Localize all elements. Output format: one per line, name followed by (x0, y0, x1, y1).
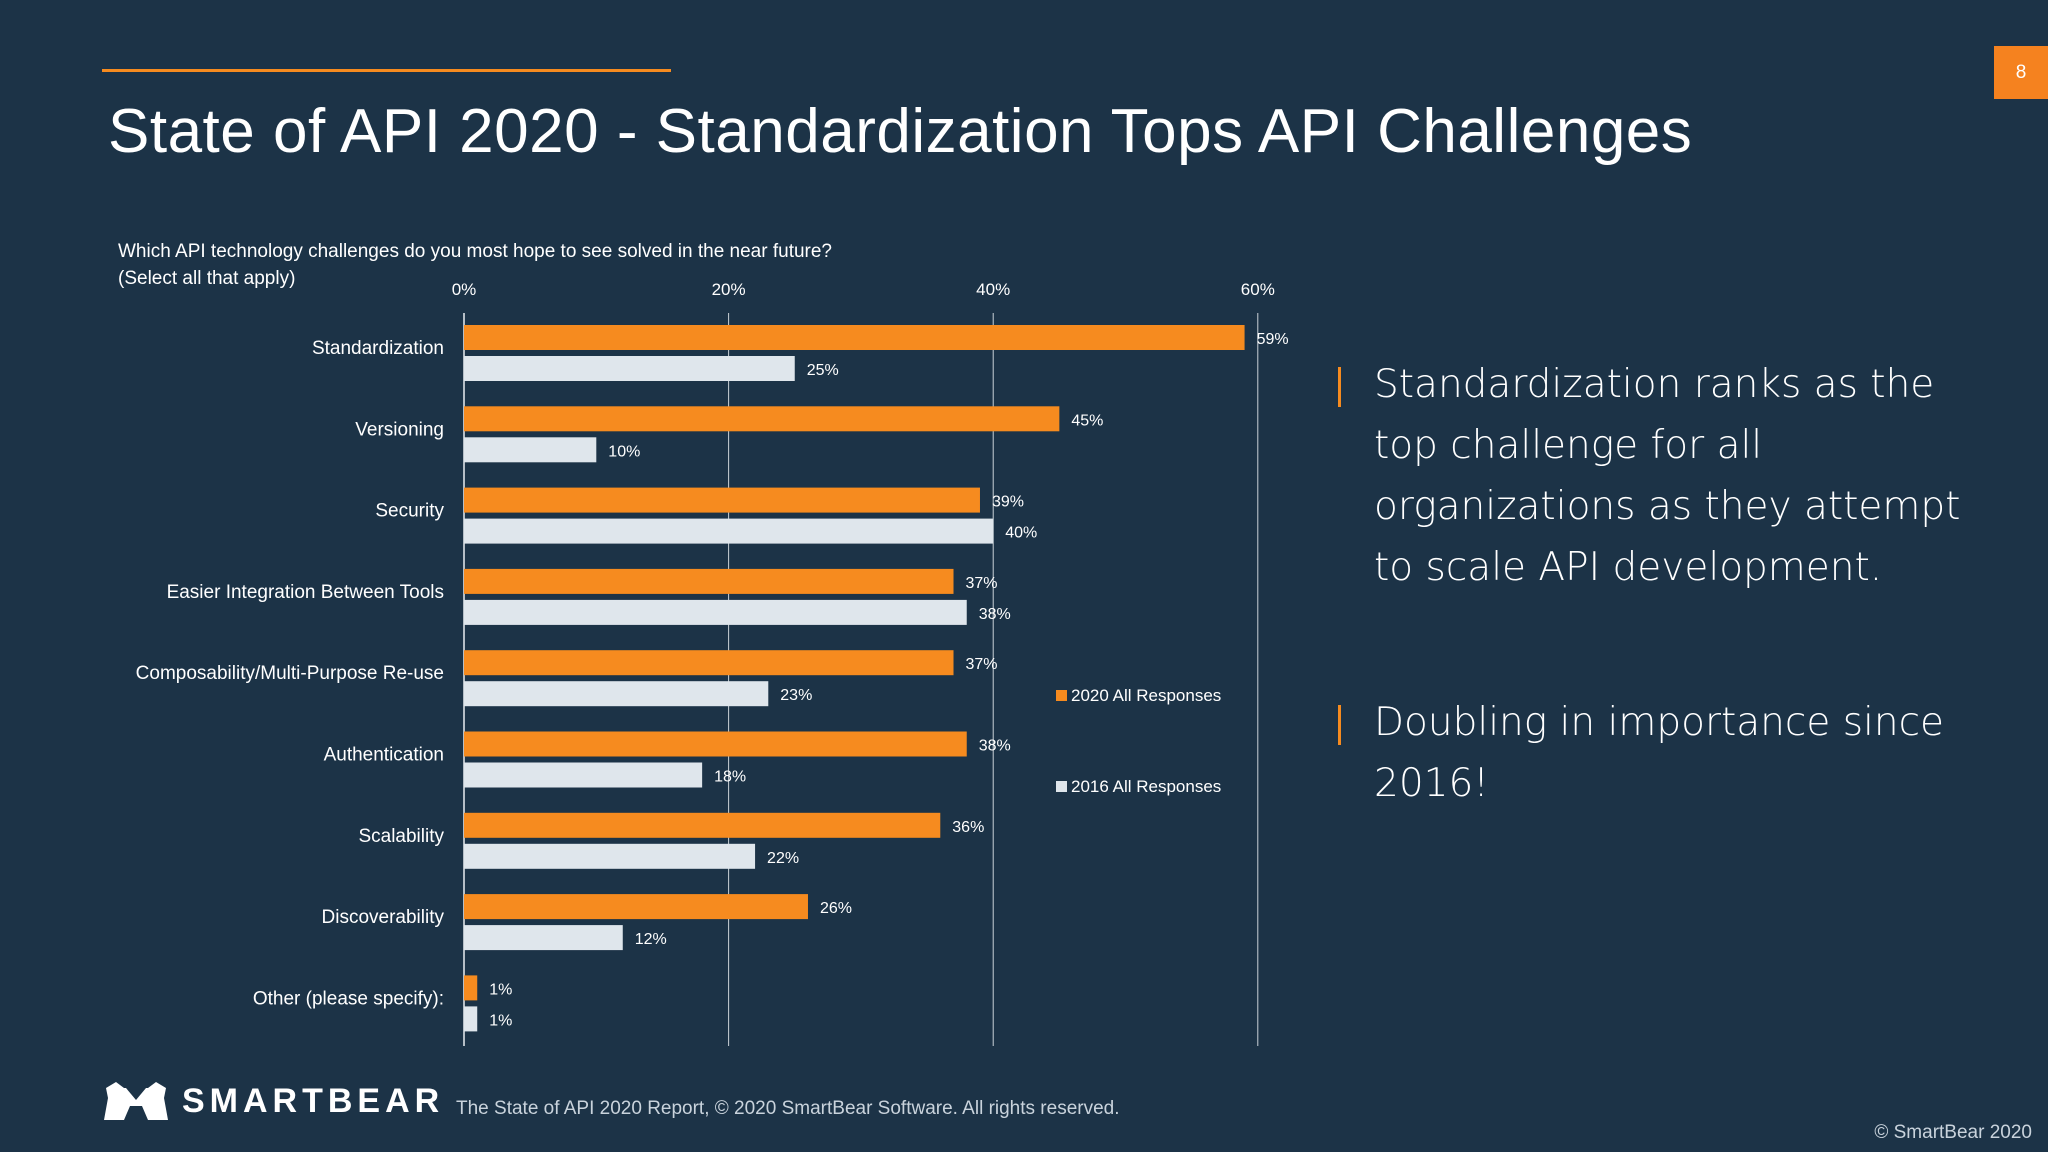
slide-title: State of API 2020 - Standardization Tops… (108, 97, 1693, 166)
copyright-notice: © SmartBear 2020 (1874, 1122, 2032, 1143)
category-label: Other (please specify): (253, 988, 444, 1009)
bar-2020 (464, 650, 954, 676)
bar-value-label: 39% (992, 494, 1024, 511)
bar-2016 (464, 518, 994, 544)
category-label: Security (375, 501, 444, 522)
bar-2016 (464, 925, 623, 951)
category-label: Scalability (358, 826, 444, 847)
bullet-marker (1338, 705, 1341, 745)
bar-value-label: 40% (1005, 525, 1037, 542)
category-label: Versioning (355, 419, 444, 440)
page-number-badge: 8 (1994, 46, 2048, 99)
bar-value-label: 12% (635, 931, 667, 948)
bar-2016 (464, 681, 769, 707)
x-tick-label: 60% (1241, 280, 1275, 299)
bar-2020 (464, 406, 1060, 432)
bullet-doubling: Doubling in importance since 2016! (1338, 692, 1978, 814)
bullet-text: Doubling in importance since 2016! (1374, 700, 1945, 806)
legend-label: 2020 All Responses (1071, 686, 1221, 705)
bullet-text: Standardization ranks as the top challen… (1374, 362, 1961, 590)
logo-wordmark: SMARTBEAR (182, 1081, 445, 1120)
bar-value-label: 23% (780, 687, 812, 704)
bar-value-label: 1% (489, 981, 512, 998)
legend-swatch-2020 (1056, 690, 1067, 701)
bar-2020 (464, 568, 954, 594)
bar-2016 (464, 599, 967, 625)
bar-value-label: 1% (489, 1012, 512, 1029)
smartbear-bear-icon (104, 1082, 168, 1120)
bar-2016 (464, 437, 597, 463)
x-tick-label: 40% (976, 280, 1010, 299)
bullet-standardization: Standardization ranks as the top challen… (1338, 354, 1978, 598)
category-label: Composability/Multi-Purpose Re-use (136, 663, 444, 684)
x-tick-label: 20% (712, 280, 746, 299)
bar-value-label: 36% (952, 819, 984, 836)
x-tick-label: 0% (452, 280, 477, 299)
bar-2016 (464, 1006, 478, 1032)
bar-value-label: 59% (1257, 331, 1289, 348)
category-label: Authentication (324, 745, 444, 766)
bar-2016 (464, 356, 795, 381)
legend-swatch-2016 (1056, 781, 1067, 792)
bar-value-label: 26% (820, 900, 852, 917)
legend-label: 2016 All Responses (1071, 777, 1221, 796)
bar-2016 (464, 843, 756, 869)
bar-value-label: 45% (1071, 412, 1103, 429)
bar-2020 (464, 325, 1245, 350)
category-label: Discoverability (322, 907, 445, 928)
bar-2020 (464, 812, 941, 838)
bar-2020 (464, 731, 967, 757)
category-label: Standardization (312, 338, 444, 359)
title-accent-line (102, 69, 671, 72)
survey-question: Which API technology challenges do you m… (118, 238, 832, 292)
bar-value-label: 38% (979, 738, 1011, 755)
bar-value-label: 37% (966, 656, 998, 673)
bar-value-label: 22% (767, 850, 799, 867)
category-label: Easier Integration Between Tools (167, 582, 444, 603)
bar-2020 (464, 894, 808, 920)
bar-value-label: 38% (979, 606, 1011, 623)
bar-value-label: 10% (608, 443, 640, 460)
bar-value-label: 18% (714, 769, 746, 786)
bullet-marker (1338, 367, 1341, 407)
bar-value-label: 37% (966, 575, 998, 592)
question-line-2: (Select all that apply) (118, 268, 296, 289)
bar-2016 (464, 762, 703, 788)
bar-value-label: 25% (807, 362, 839, 379)
question-line-1: Which API technology challenges do you m… (118, 241, 833, 262)
bar-2020 (464, 975, 478, 1001)
smartbear-logo: SMARTBEAR (102, 1080, 444, 1122)
bar-2020 (464, 487, 980, 513)
report-footer-note: The State of API 2020 Report, © 2020 Sma… (456, 1098, 1120, 1119)
